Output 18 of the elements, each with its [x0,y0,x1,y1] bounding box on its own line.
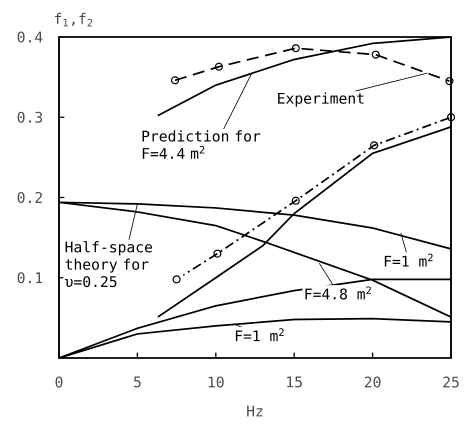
y-tick-label: 0.3 [18,112,42,123]
y-tick-label: 0.4 [18,31,42,43]
x-tick-label: 25 [443,376,459,388]
y-tick-label: 0.1 [18,272,42,284]
x-tick-label: 10 [208,376,224,388]
y-axis-title: f$_{1}$,f$_{2}$ [54,12,92,27]
annotation: Experiment [278,92,364,107]
annotation: Half-space theory for υ=0.25 [64,241,152,288]
x-tick-label: 0 [56,376,62,388]
y-tick-label: 0.2 [18,192,42,204]
x-tick-label: 5 [134,376,141,388]
annotation: F=1 m$^{2}$ [384,254,433,267]
annotation: Prediction for F=4.4 m$^{2}$ [142,130,260,159]
x-tick-label: 15 [287,376,302,388]
annotation: F=1 m$^{2}$ [236,328,284,342]
annotation: F=4.8 m$^{2}$ [305,286,371,300]
x-axis-title: Hz [247,406,262,416]
x-tick-label: 20 [364,376,380,388]
